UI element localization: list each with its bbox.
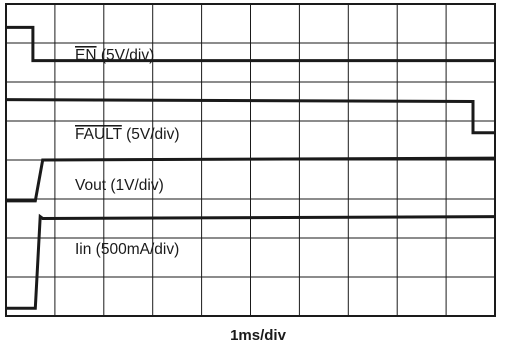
trace-vout [6, 156, 496, 203]
label-fault-overline: FAULT [75, 126, 123, 143]
label-en: EN (5V/div) [75, 47, 154, 64]
label-en-scale: (5V/div) [97, 47, 155, 64]
label-fault: FAULT (5V/div) [75, 126, 180, 143]
trace-fault [5, 98, 495, 135]
label-iin: Iin (500mA/div) [75, 241, 179, 258]
label-fault-scale: (5V/div) [122, 126, 180, 143]
x-axis-label: 1ms/div [230, 327, 287, 344]
trace-en [6, 25, 495, 63]
traces [5, 25, 496, 310]
label-en-overline: EN [75, 47, 97, 64]
trace-iin [6, 213, 496, 310]
label-vout: Vout (1V/div) [75, 177, 164, 194]
